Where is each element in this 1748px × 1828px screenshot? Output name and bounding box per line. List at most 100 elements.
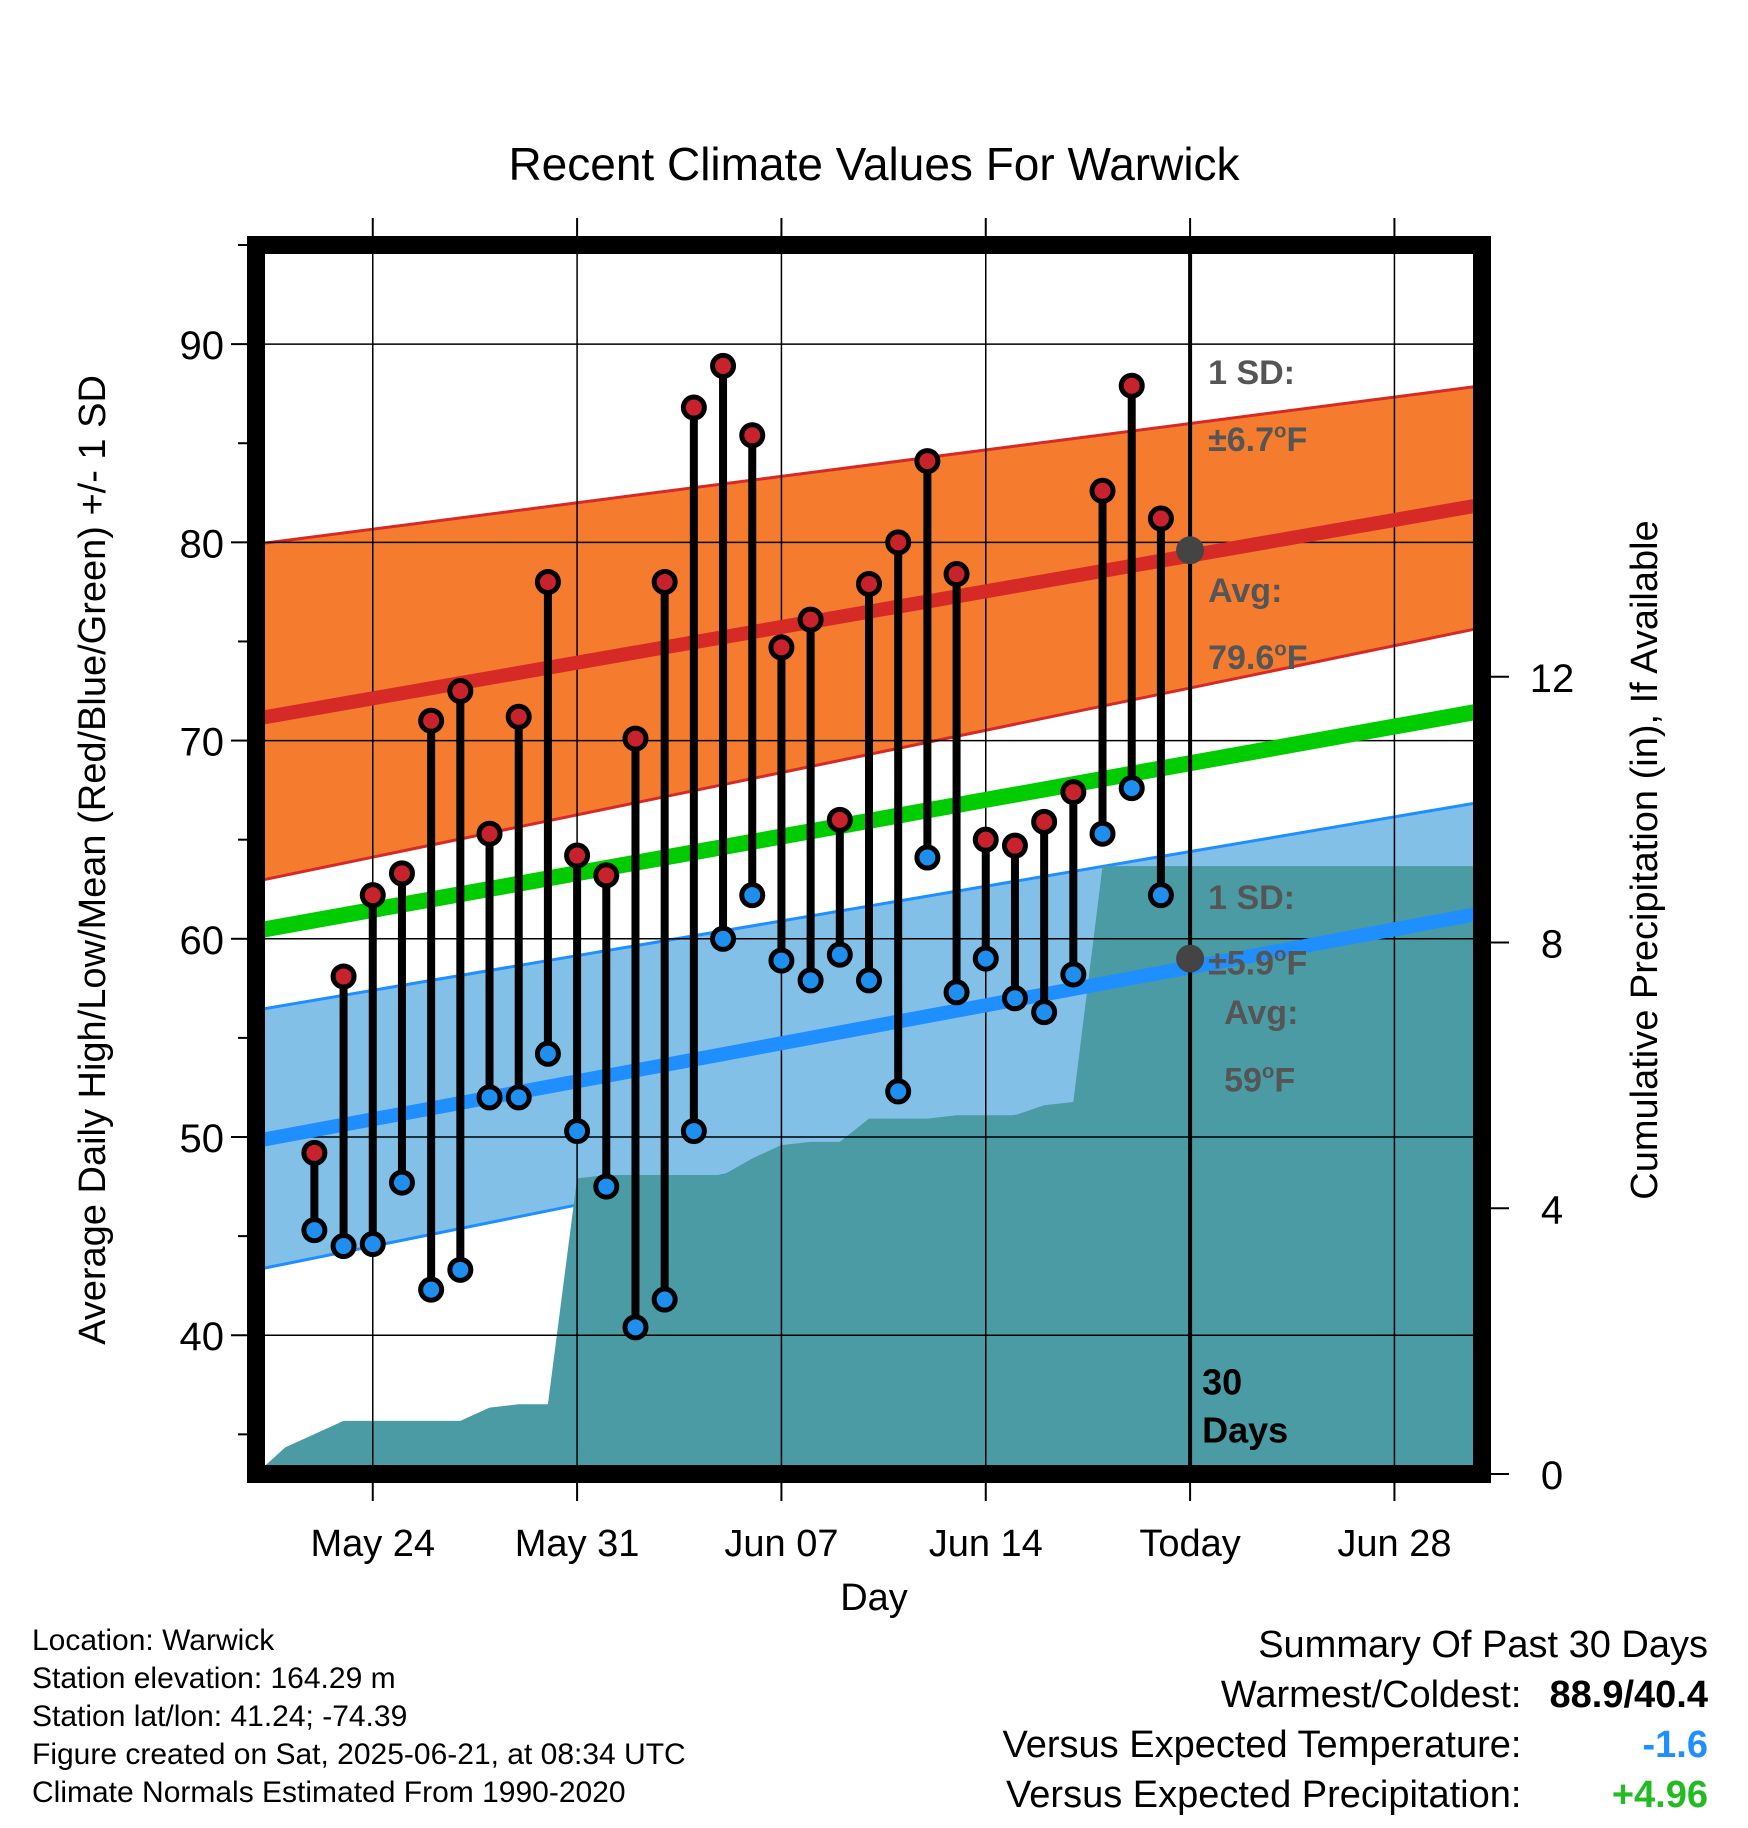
summary-warmest-row: Warmest/Coldest: 88.9/40.4 xyxy=(1003,1670,1708,1720)
y-tick-label: 60 xyxy=(180,919,225,963)
daily-high-point xyxy=(359,882,386,909)
daily-low-point xyxy=(826,941,853,968)
y-tick-label: 80 xyxy=(180,522,225,566)
low-sd-label: 1 SD: xyxy=(1208,879,1295,917)
precip-value: +4.96 xyxy=(1611,1774,1708,1816)
daily-high-point xyxy=(418,707,445,734)
daily-high-point xyxy=(943,561,970,588)
y2-tick-label: 4 xyxy=(1541,1188,1563,1232)
x-tick-label: Jun 07 xyxy=(724,1523,838,1565)
daily-high-point xyxy=(739,422,766,449)
temp-value: -1.6 xyxy=(1642,1724,1708,1766)
daily-low-point xyxy=(1060,961,1087,988)
precip-area xyxy=(256,866,1482,1474)
daily-low-point xyxy=(768,947,795,974)
days-label: Days xyxy=(1202,1409,1288,1450)
location-text: Location: Warwick xyxy=(32,1624,275,1657)
high-sd-label: 1 SD: xyxy=(1208,354,1295,392)
daily-low-point xyxy=(710,925,737,952)
low-sd-value: ±5.9oF xyxy=(1208,944,1307,983)
summary-temp-row: Versus Expected Temperature: -1.6 xyxy=(1003,1720,1708,1770)
y-tick-label: 50 xyxy=(180,1117,225,1161)
daily-low-point xyxy=(680,1118,707,1145)
y-tick-label: 70 xyxy=(180,721,225,765)
daily-low-point xyxy=(388,1169,415,1196)
low-avg-value: 59oF xyxy=(1224,1061,1295,1100)
high-sd-upper-edge xyxy=(256,384,1482,546)
y2-tick-label: 8 xyxy=(1541,923,1563,967)
chart-title: Recent Climate Values For Warwick xyxy=(508,138,1240,190)
x-tick-label: May 24 xyxy=(310,1523,435,1565)
daily-high-point xyxy=(534,568,561,595)
daily-high-point xyxy=(476,820,503,847)
daily-low-point xyxy=(476,1084,503,1111)
daily-low-point xyxy=(1118,775,1145,802)
daily-low-point xyxy=(301,1217,328,1244)
daily-high-point xyxy=(330,963,357,990)
days-count-label: 30 xyxy=(1202,1362,1242,1403)
daily-low-point xyxy=(1001,985,1028,1012)
x-tick-label: May 31 xyxy=(515,1523,640,1565)
summary-precip-row: Versus Expected Precipitation: +4.96 xyxy=(1003,1770,1708,1820)
y-axis-label: Average Daily High/Low/Mean (Red/Blue/Gr… xyxy=(72,375,114,1345)
y2-axis-label: Cumulative Precipitation (in), If Availa… xyxy=(1624,520,1666,1199)
daily-high-point xyxy=(797,606,824,633)
station-info: Location: Warwick Station elevation: 164… xyxy=(32,1622,686,1812)
summary-heading: Summary Of Past 30 Days xyxy=(1258,1624,1708,1666)
daily-high-point xyxy=(710,352,737,379)
high-avg-value: 79.6oF xyxy=(1208,639,1307,678)
y2-tick-label: 0 xyxy=(1541,1454,1563,1498)
daily-low-point xyxy=(564,1118,591,1145)
x-tick-label: Jun 14 xyxy=(929,1523,1043,1565)
daily-high-point xyxy=(1031,808,1058,835)
daily-high-point xyxy=(914,448,941,475)
x-tick-label: Jun 28 xyxy=(1337,1523,1451,1565)
daily-high-point xyxy=(447,678,474,705)
daily-high-point xyxy=(972,826,999,853)
daily-high-point xyxy=(856,570,882,597)
y-tick-label: 90 xyxy=(180,324,225,368)
daily-low-point xyxy=(1089,820,1116,847)
daily-high-point xyxy=(301,1139,328,1166)
daily-low-point xyxy=(797,967,824,994)
daily-high-point xyxy=(388,860,415,887)
plot-area: 1 SD: ±6.7oF Avg: 79.6oF 1 SD: ±5.9oF Avg: 59oF… xyxy=(256,245,1482,1474)
daily-low-point xyxy=(1147,882,1174,909)
warmest-label: Warmest/Coldest: xyxy=(1220,1674,1522,1716)
daily-low-point xyxy=(330,1233,357,1260)
plot-frame xyxy=(247,236,1491,1483)
daily-low-point xyxy=(505,1084,532,1111)
daily-low-point xyxy=(622,1314,649,1341)
daily-high-point xyxy=(1001,832,1028,859)
summary-panel: Summary Of Past 30 Days Warmest/Coldest:… xyxy=(1003,1620,1708,1820)
daily-low-point xyxy=(914,844,941,871)
climate-chart: Recent Climate Values For Warwick 1 SD: ±… xyxy=(72,138,1666,1619)
daily-low-point xyxy=(447,1256,474,1283)
high-avg-dot xyxy=(1176,536,1205,565)
daily-low-point xyxy=(856,967,882,994)
elevation-text: Station elevation: 164.29 m xyxy=(32,1662,396,1695)
y-tick-label: 40 xyxy=(180,1315,225,1359)
daily-low-point xyxy=(534,1040,561,1067)
latlon-text: Station lat/lon: 41.24; -74.39 xyxy=(32,1700,408,1733)
daily-high-point xyxy=(768,634,795,661)
daily-low-point xyxy=(1031,999,1058,1026)
daily-low-point xyxy=(593,1173,620,1200)
daily-low-point xyxy=(359,1231,386,1258)
x-tick-label: Today xyxy=(1139,1523,1240,1565)
x-axis-label: Day xyxy=(840,1577,908,1619)
temp-label: Versus Expected Temperature: xyxy=(1002,1724,1522,1766)
precip-label: Versus Expected Precipitation: xyxy=(1006,1774,1522,1816)
daily-high-point xyxy=(680,394,707,421)
daily-high-point xyxy=(885,529,912,556)
daily-high-point xyxy=(1147,505,1174,532)
created-text: Figure created on Sat, 2025-06-21, at 08… xyxy=(32,1738,686,1771)
warmest-value: 88.9/40.4 xyxy=(1549,1674,1708,1716)
high-sd-value: ±6.7oF xyxy=(1208,421,1307,460)
daily-high-point xyxy=(1060,779,1087,806)
daily-high-point xyxy=(651,568,678,595)
y2-tick-label: 12 xyxy=(1530,657,1575,701)
daily-high-point xyxy=(1118,372,1145,399)
daily-high-point xyxy=(622,725,649,752)
daily-high-point xyxy=(593,862,620,889)
